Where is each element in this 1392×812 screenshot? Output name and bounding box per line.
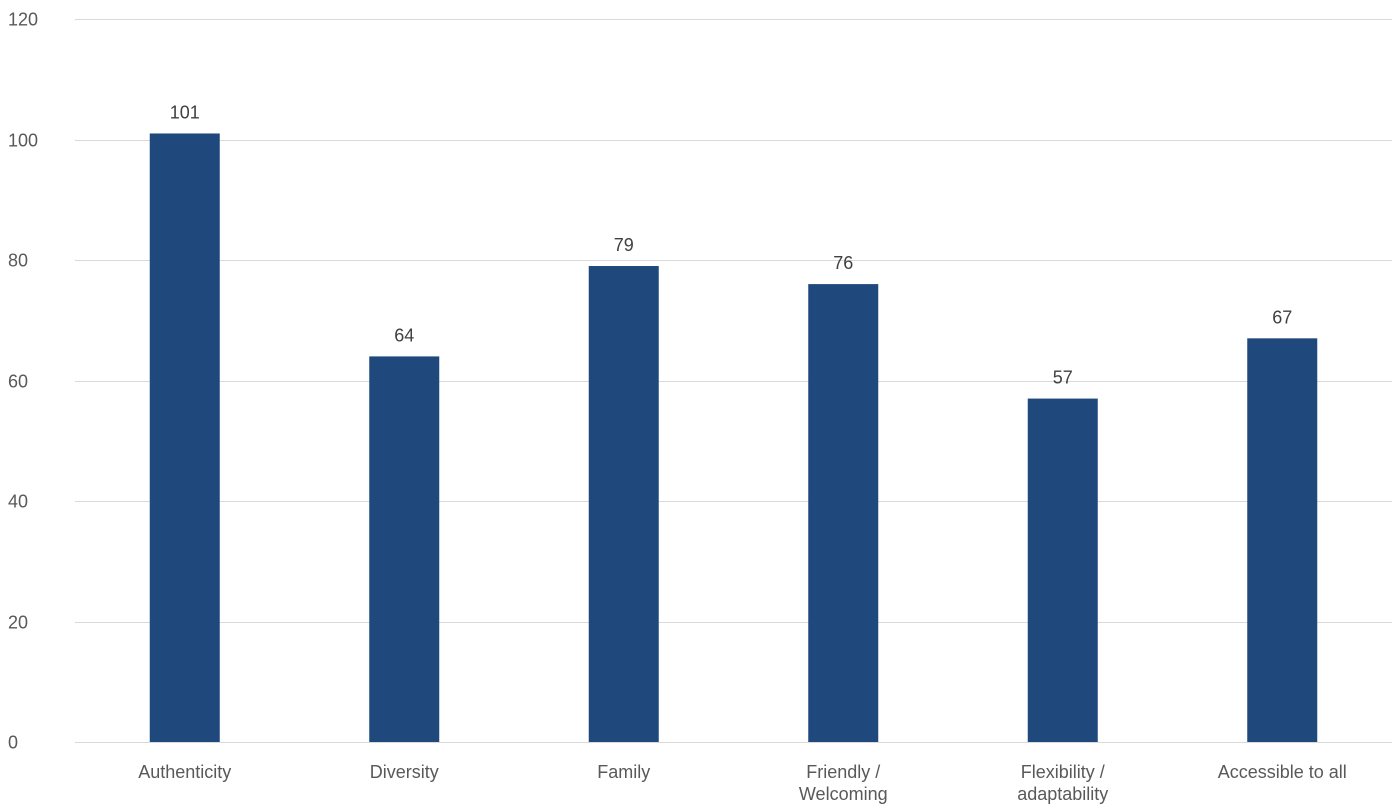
bars xyxy=(149,133,1318,743)
x-axis-category-labels: Authenticity Diversity Family Friendly / Wel… xyxy=(138,762,1347,804)
category-label-flexibility-adaptability: Flexibility / adaptability xyxy=(1017,762,1108,804)
data-label-family: 79 xyxy=(614,235,634,255)
bar-friendly-welcoming xyxy=(808,284,879,742)
y-tick-label-0: 0 xyxy=(8,733,18,753)
data-labels: 101 64 79 76 57 67 xyxy=(170,102,1293,387)
data-label-flexibility-adaptability: 57 xyxy=(1053,368,1073,388)
category-label-diversity: Diversity xyxy=(370,762,439,782)
bar-family xyxy=(588,266,659,742)
y-tick-label-40: 40 xyxy=(8,492,28,512)
bar-diversity xyxy=(369,356,440,742)
y-tick-label-80: 80 xyxy=(8,251,28,271)
bar-authenticity xyxy=(149,133,220,743)
y-tick-label-20: 20 xyxy=(8,613,28,633)
y-axis-tick-labels: 0 20 40 60 80 100 120 xyxy=(8,10,38,753)
data-label-friendly-welcoming: 76 xyxy=(833,253,853,273)
category-label-family: Family xyxy=(597,762,650,782)
category-label-accessible-to-all: Accessible to all xyxy=(1218,762,1347,782)
y-tick-label-120: 120 xyxy=(8,10,38,30)
category-label-authenticity: Authenticity xyxy=(138,762,231,782)
bar-accessible-to-all xyxy=(1247,338,1318,742)
y-tick-label-100: 100 xyxy=(8,131,38,151)
category-label-friendly-welcoming: Friendly / Welcoming xyxy=(799,762,888,804)
data-label-authenticity: 101 xyxy=(170,102,200,122)
y-tick-label-60: 60 xyxy=(8,372,28,392)
bar-flexibility-adaptability xyxy=(1027,398,1098,742)
gridlines xyxy=(75,19,1392,743)
data-label-diversity: 64 xyxy=(394,325,414,345)
data-label-accessible-to-all: 67 xyxy=(1272,307,1292,327)
